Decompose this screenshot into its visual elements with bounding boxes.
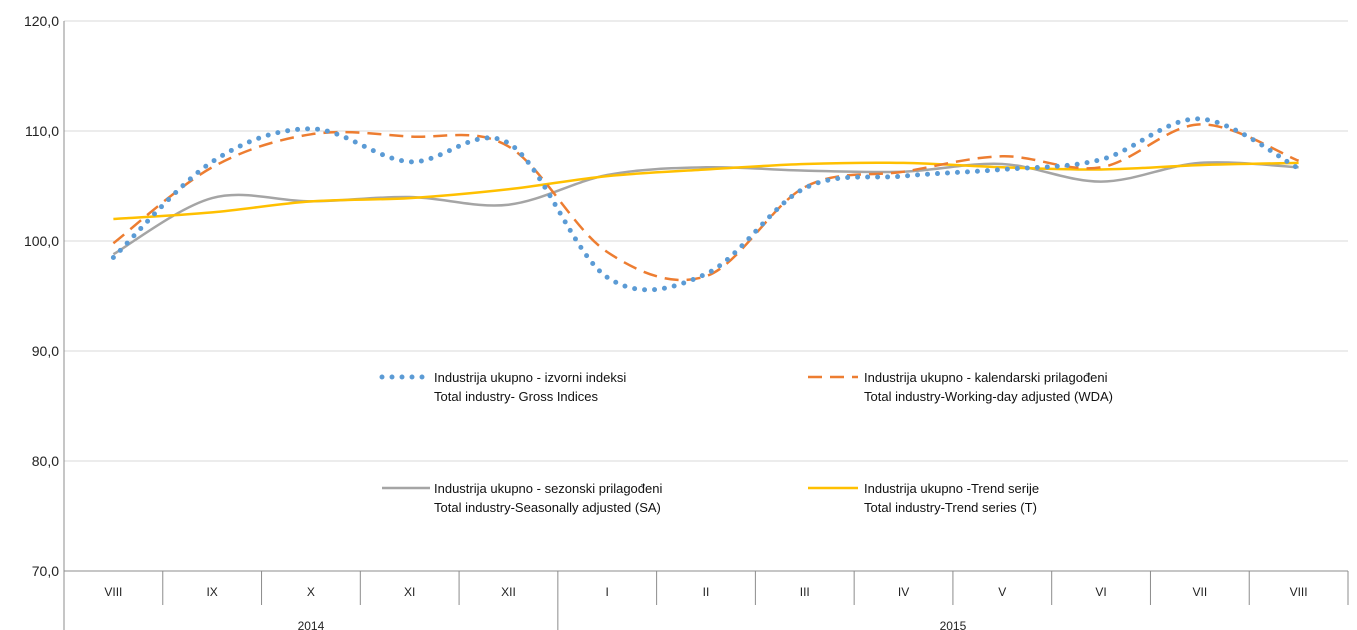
x-tick-label: I (606, 585, 609, 599)
series-line-3 (113, 161, 1299, 221)
y-tick-label: 120,0 (24, 13, 59, 29)
legend-label-2: Industrija ukupno - sezonski prilagođeni (434, 481, 662, 496)
gridlines (64, 20, 1348, 572)
x-tick-label: VII (1193, 585, 1208, 599)
x-tick-label: II (703, 585, 710, 599)
x-tick-label: XI (404, 585, 415, 599)
year-label: 2014 (298, 619, 325, 630)
series-line-1 (112, 123, 1300, 282)
year-label: 2015 (940, 619, 967, 630)
y-tick-label: 90,0 (32, 343, 59, 359)
y-tick-label: 70,0 (32, 563, 59, 579)
x-tick-label: X (307, 585, 315, 599)
series-line-2 (112, 161, 1299, 256)
x-tick-label: VIII (104, 585, 122, 599)
x-tick-label: III (800, 585, 810, 599)
legend-label-en-3: Total industry-Trend series (T) (864, 500, 1037, 515)
x-tick-label: VIII (1290, 585, 1308, 599)
x-tick-label: IX (206, 585, 217, 599)
y-tick-label: 100,0 (24, 233, 59, 249)
x-tick-label: VI (1095, 585, 1106, 599)
legend-label-1: Industrija ukupno - kalendarski prilagođ… (864, 370, 1108, 385)
y-axis-ticks: 70,0 80,0 90,0 100,0 110,0 120,0 (24, 13, 59, 579)
series-lines (110, 116, 1302, 293)
y-tick-label: 80,0 (32, 453, 59, 469)
y-tick-label: 110,0 (25, 123, 59, 139)
legend-label-0: Industrija ukupno - izvorni indeksi (434, 370, 626, 385)
x-tick-label: V (998, 585, 1006, 599)
legend-label-3: Industrija ukupno -Trend serije (864, 481, 1039, 496)
legend-label-en-0: Total industry- Gross Indices (434, 389, 599, 404)
legend-label-en-2: Total industry-Seasonally adjusted (SA) (434, 500, 661, 515)
x-tick-label: IV (898, 585, 909, 599)
legend: Industrija ukupno - izvorni indeksi Total… (379, 370, 1113, 515)
legend-label-en-1: Total industry-Working-day adjusted (WDA… (864, 389, 1113, 404)
x-tick-label: XII (501, 585, 516, 599)
